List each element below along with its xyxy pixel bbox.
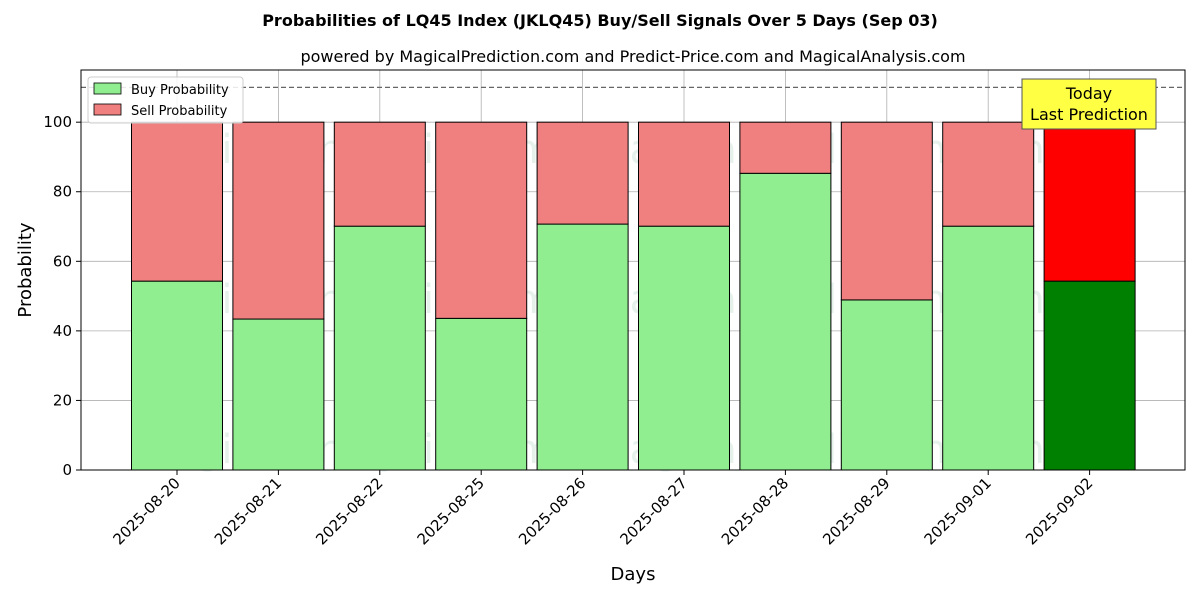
bar-sell bbox=[333, 121, 426, 227]
x-tick-label: 2025-09-01 bbox=[921, 474, 995, 548]
bar-buy bbox=[1043, 280, 1136, 471]
bar-sell bbox=[1043, 121, 1136, 282]
bar-buy bbox=[638, 225, 730, 471]
y-tick-label: 0 bbox=[62, 461, 72, 479]
bar-buy bbox=[840, 299, 933, 471]
y-tick-label: 100 bbox=[43, 113, 72, 131]
x-tick-label: 2025-08-22 bbox=[312, 474, 386, 548]
bar-buy bbox=[739, 172, 832, 471]
annotation-today: Today bbox=[1065, 84, 1112, 103]
x-tick-label: 2025-08-25 bbox=[414, 474, 488, 548]
x-tick-label: 2025-08-21 bbox=[211, 474, 285, 548]
bar-buy bbox=[232, 318, 325, 471]
x-tick-label: 2025-08-28 bbox=[718, 474, 792, 548]
legend-buy-swatch bbox=[93, 82, 122, 95]
bar-buy bbox=[435, 317, 528, 471]
bar-sell bbox=[435, 121, 528, 319]
x-axis-label: Days bbox=[611, 564, 656, 585]
legend-sell-swatch bbox=[93, 103, 122, 116]
y-tick-label: 40 bbox=[53, 322, 72, 340]
bar-sell bbox=[536, 121, 629, 225]
bar-buy bbox=[131, 280, 223, 471]
legend-sell-label: Sell Probability bbox=[131, 104, 228, 119]
bar-sell bbox=[131, 121, 223, 282]
legend-frame bbox=[87, 76, 244, 124]
annotation-box bbox=[1021, 78, 1157, 130]
bar-sell bbox=[739, 121, 832, 174]
y-axis-label: Probability bbox=[15, 222, 36, 317]
bar-buy bbox=[942, 225, 1035, 471]
y-tick-label: 20 bbox=[53, 391, 72, 409]
bar-sell bbox=[942, 121, 1035, 227]
bars bbox=[131, 121, 1136, 471]
legend: Buy Probability Sell Probability bbox=[87, 76, 244, 124]
bar-buy bbox=[333, 225, 426, 471]
x-tick-label: 2025-09-02 bbox=[1022, 474, 1096, 548]
y-axis-ticks: 0 20 40 60 80 100 bbox=[43, 113, 81, 479]
plot-frame bbox=[80, 69, 1186, 471]
bar-sell bbox=[638, 121, 730, 227]
x-tick-label: 2025-08-20 bbox=[109, 474, 183, 548]
chart-title: Probabilities of LQ45 Index (JKLQ45) Buy… bbox=[262, 11, 938, 30]
today-annotation: Today Last Prediction bbox=[1021, 78, 1157, 130]
bar-sell bbox=[840, 121, 933, 301]
bar-sell bbox=[232, 121, 325, 320]
bar-buy bbox=[536, 223, 629, 471]
annotation-last-prediction: Last Prediction bbox=[1030, 105, 1148, 124]
x-tick-label: 2025-08-29 bbox=[819, 474, 893, 548]
y-tick-label: 80 bbox=[53, 183, 72, 201]
y-tick-label: 60 bbox=[53, 252, 72, 270]
x-tick-label: 2025-08-27 bbox=[616, 474, 690, 548]
x-tick-label: 2025-08-26 bbox=[515, 474, 589, 548]
chart-subtitle: powered by MagicalPrediction.com and Pre… bbox=[300, 47, 965, 66]
legend-buy-label: Buy Probability bbox=[131, 83, 229, 98]
x-axis-ticks: 2025-08-20 2025-08-21 2025-08-22 2025-08-25… bbox=[109, 470, 1096, 548]
